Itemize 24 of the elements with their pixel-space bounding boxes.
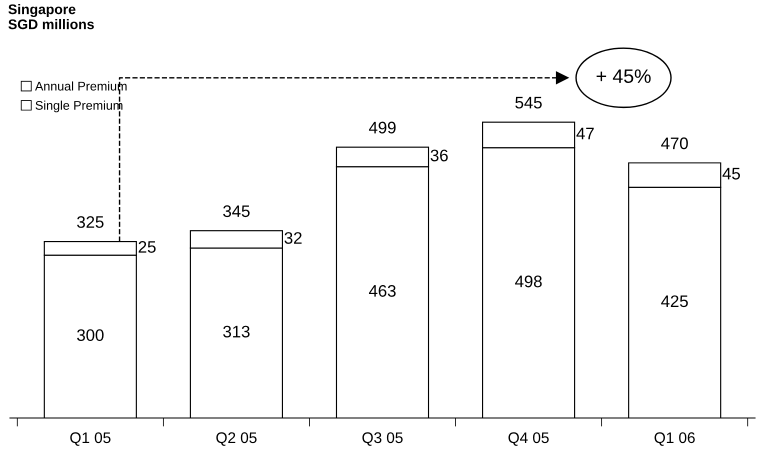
total-label: 545 [515,96,542,109]
data-label: 36 [430,150,448,162]
data-label: 25 [138,241,156,253]
data-label: 498 [515,276,542,288]
total-label: 345 [223,205,250,218]
total-label: 499 [368,122,396,134]
legend-label: Single Premium [36,100,122,112]
data-label: 463 [368,285,396,297]
data-label: 425 [661,295,688,308]
total-label: 470 [661,137,688,150]
data-label: 45 [722,168,740,180]
data-label: 32 [284,232,302,244]
data-label: 47 [576,128,594,140]
data-label: 313 [223,326,250,338]
x-tick-label: Q2 05 [216,432,257,446]
x-tick-label: Q3 05 [362,432,403,446]
x-tick-label: Q1 05 [70,432,111,446]
text: + 45% [596,69,651,84]
x-tick-label: Q4 05 [508,432,549,446]
legend-label: Annual Premium [35,81,127,91]
chart-title: Singapore SGD millions [8,4,94,30]
total-label: 325 [77,216,104,228]
data-label: 300 [77,329,104,342]
x-tick-label: Q1 06 [654,432,695,446]
